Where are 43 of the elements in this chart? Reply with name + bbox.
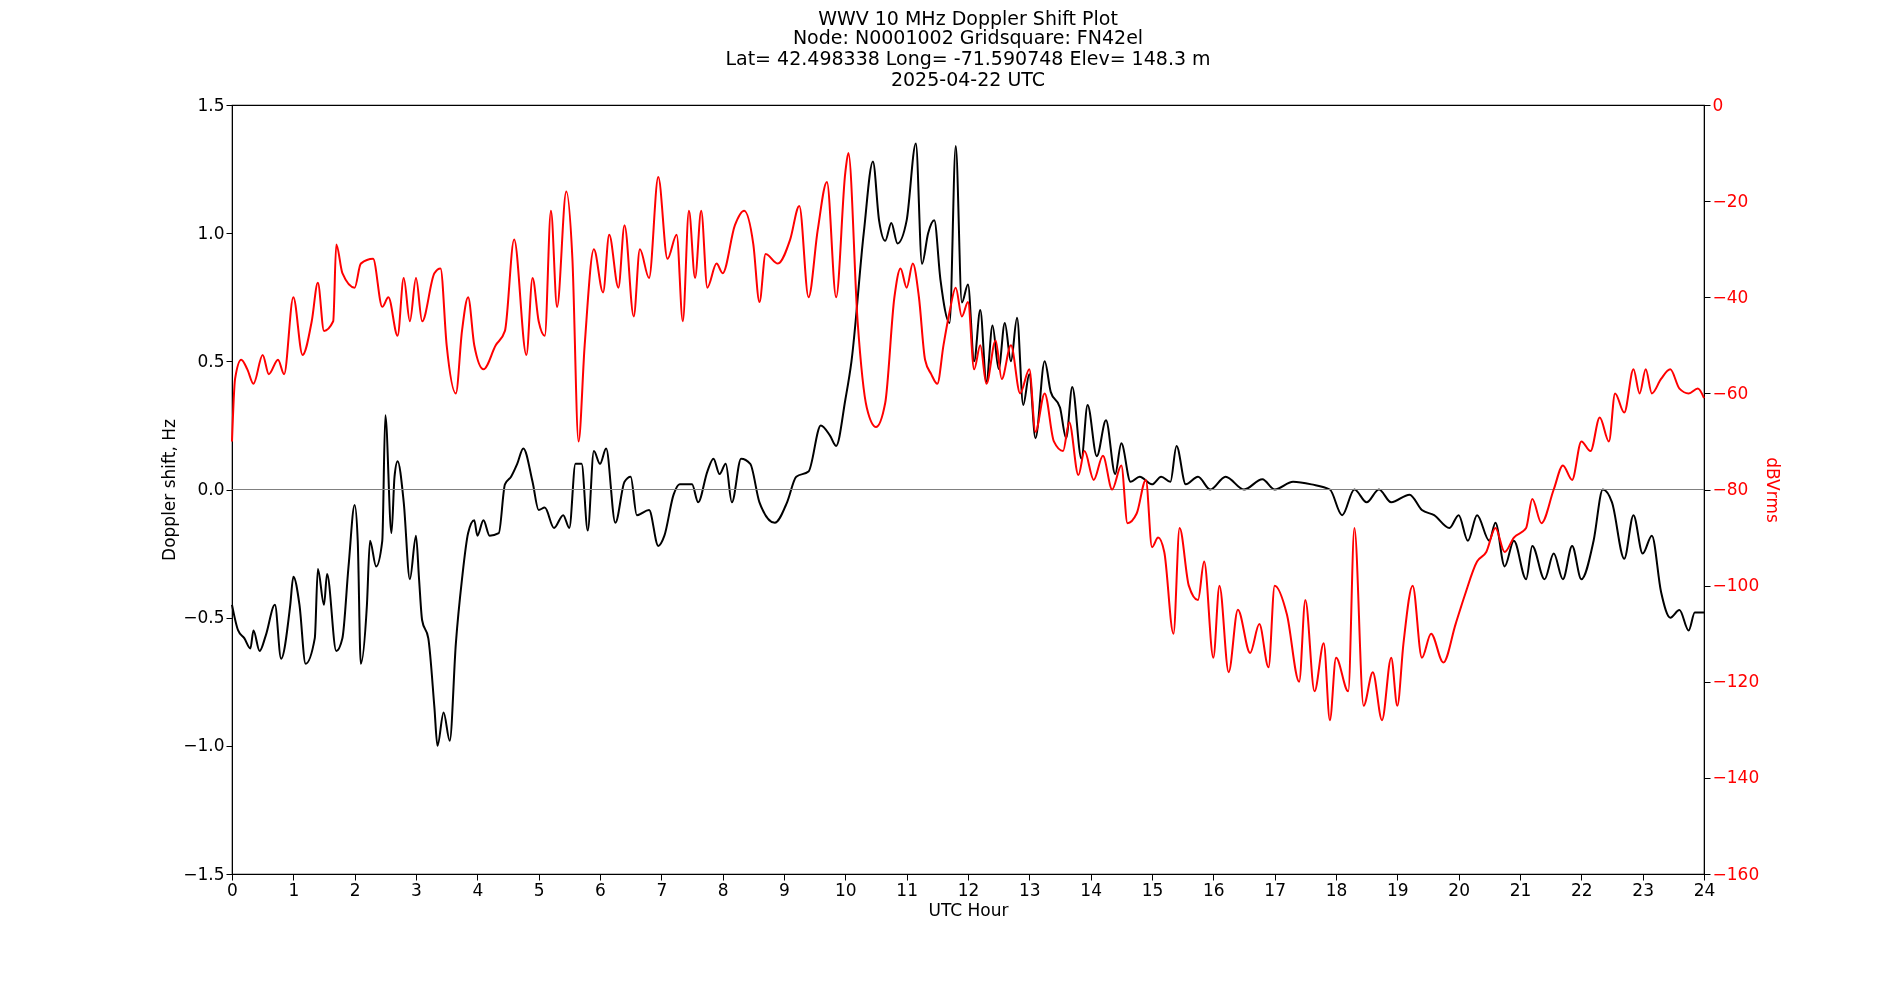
y-tick-label: 1.0: [197, 222, 225, 243]
x-tick-label: 9: [779, 879, 790, 900]
y2-tick-label: −140: [1712, 767, 1760, 788]
x-tick-label: 23: [1632, 879, 1654, 900]
y-tick-label: 0.5: [197, 350, 225, 371]
x-tick-label: 19: [1387, 879, 1409, 900]
y2-tick-label: 0: [1712, 94, 1724, 115]
x-tick-label: 1: [288, 879, 300, 900]
y-axis-title: Doppler shift, Hz: [159, 418, 180, 561]
x-tick-label: 18: [1325, 879, 1348, 900]
x-tick-label: 12: [957, 879, 980, 900]
x-tick-label: 13: [1019, 879, 1041, 900]
x-tick-label: 17: [1264, 879, 1286, 900]
x-tick-label: 7: [656, 879, 668, 900]
x-axis-title: UTC Hour: [928, 899, 1009, 920]
y2-tick-label: −100: [1712, 575, 1760, 596]
y2-tick-label: −120: [1712, 671, 1760, 692]
x-tick-label: 3: [411, 879, 422, 900]
x-tick-label: 22: [1571, 879, 1593, 900]
y-tick-label: −0.5: [183, 607, 225, 628]
x-tick-label: 21: [1509, 879, 1532, 900]
y-tick-label: 0.0: [197, 479, 225, 499]
chart-title: WWV 10 MHz Doppler Shift Plot: [818, 7, 1118, 29]
x-tick-label: 0: [227, 879, 238, 900]
y2-tick-label: −40: [1712, 286, 1749, 307]
y-tick-label: −1.0: [183, 735, 225, 756]
y2-axis-title: dBVrms: [1763, 457, 1784, 523]
x-tick-label: 10: [835, 879, 857, 900]
x-tick-label: 8: [717, 879, 729, 900]
x-tick-label: 15: [1141, 879, 1164, 900]
x-tick-label: 16: [1203, 879, 1225, 900]
y-tick-label: −1.5: [183, 863, 225, 884]
x-tick-label: 2: [349, 879, 361, 900]
x-tick-label: 4: [472, 879, 484, 900]
y2-tick-label: −60: [1712, 382, 1749, 403]
y2-tick-label: −80: [1712, 479, 1749, 499]
x-tick-label: 14: [1080, 879, 1102, 900]
x-tick-label: 20: [1448, 879, 1470, 900]
x-tick-label: 11: [896, 879, 918, 900]
y2-tick-label: −20: [1712, 190, 1749, 211]
x-tick-label: 6: [595, 879, 606, 900]
x-tick-label: 5: [533, 879, 545, 900]
y-tick-label: 1.5: [197, 94, 225, 115]
